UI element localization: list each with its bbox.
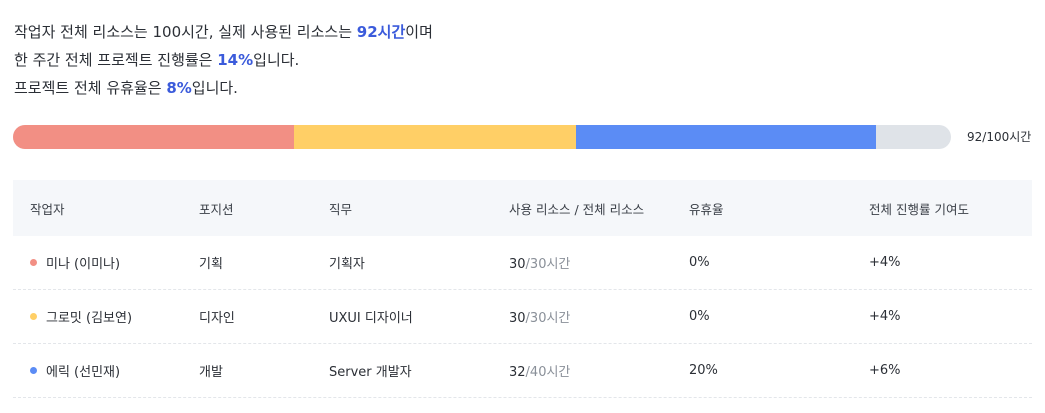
contribution-cell: +6% [869, 363, 901, 378]
resource-total: /40시간 [525, 365, 571, 380]
resource-usage-bar [13, 125, 951, 149]
resource-bar-segment [575, 125, 876, 149]
job-cell: UXUI 디자이너 [329, 311, 413, 326]
position-cell: 기획 [199, 257, 223, 272]
worker-name: 에릭 (선민재) [46, 365, 121, 380]
summary-line-2: 한 주간 전체 프로젝트 진행률은 14%입니다. [14, 46, 433, 74]
resource-used: 30 [509, 311, 526, 326]
resource-cell: 30/30시간 [509, 253, 689, 272]
idle-rate-highlight: 8% [166, 79, 192, 97]
table-body: 미나 (이미나) 기획 기획자 30/30시간 0% +4% 그로밋 (김보연) 디자인 UXU… [13, 236, 1032, 398]
header-position: 포지션 [199, 201, 234, 217]
position-cell: 디자인 [199, 311, 235, 326]
resource-bar-segment [294, 125, 576, 149]
resource-bar-segment [13, 125, 295, 149]
resource-total: /30시간 [525, 311, 571, 326]
worker-name: 그로밋 (김보연) [46, 311, 133, 326]
contribution-cell: +4% [869, 255, 901, 270]
summary-line-2-prefix: 한 주간 전체 프로젝트 진행률은 [14, 51, 218, 69]
header-idle-rate: 유휴율 [689, 201, 724, 217]
resource-cell: 32/40시간 [509, 361, 689, 380]
worker-name: 미나 (이미나) [46, 257, 121, 272]
table-row[interactable]: 그로밋 (김보연) 디자인 UXUI 디자이너 30/30시간 0% +4% [13, 290, 1032, 344]
summary-line-1-prefix: 작업자 전체 리소스는 100시간, 실제 사용된 리소스는 [14, 23, 357, 41]
table-header-row: 작업자 포지션 직무 사용 리소스 / 전체 리소스 유휴율 전체 진행률 기여… [13, 180, 1032, 236]
idle-rate-cell: 0% [689, 309, 710, 324]
summary-text: 작업자 전체 리소스는 100시간, 실제 사용된 리소스는 92시간이며 한 … [14, 18, 433, 102]
resource-total: /30시간 [525, 257, 571, 272]
progress-highlight: 14% [217, 51, 254, 69]
worker-cell: 미나 (이미나) [13, 253, 199, 272]
resource-used: 32 [509, 365, 526, 380]
table-row[interactable]: 에릭 (선민재) 개발 Server 개발자 32/40시간 20% +6% [13, 344, 1032, 398]
job-cell: Server 개발자 [329, 365, 412, 380]
contribution-cell: +4% [869, 309, 901, 324]
worker-color-dot [30, 313, 37, 320]
job-cell: 기획자 [329, 257, 365, 272]
summary-line-3: 프로젝트 전체 유휴율은 8%입니다. [14, 74, 433, 102]
summary-line-3-suffix: 입니다. [191, 79, 238, 97]
idle-rate-cell: 0% [689, 255, 710, 270]
worker-cell: 에릭 (선민재) [13, 361, 199, 380]
resource-cell: 30/30시간 [509, 307, 689, 326]
resource-usage-label: 92/100시간 [967, 128, 1031, 145]
used-hours-highlight: 92시간 [356, 23, 406, 41]
summary-line-2-suffix: 입니다. [253, 51, 300, 69]
summary-line-1: 작업자 전체 리소스는 100시간, 실제 사용된 리소스는 92시간이며 [14, 18, 433, 46]
table-row[interactable]: 미나 (이미나) 기획 기획자 30/30시간 0% +4% [13, 236, 1032, 290]
resource-total-value: /100시간 [982, 130, 1032, 144]
header-worker: 작업자 [30, 201, 65, 217]
header-contribution: 전체 진행률 기여도 [869, 201, 969, 217]
resource-used: 30 [509, 257, 526, 272]
summary-line-1-suffix: 이며 [405, 23, 433, 41]
worker-color-dot [30, 259, 37, 266]
resource-used-value: 92 [967, 130, 983, 144]
header-resource: 사용 리소스 / 전체 리소스 [509, 201, 645, 217]
summary-line-3-prefix: 프로젝트 전체 유휴율은 [14, 79, 167, 97]
header-job: 직무 [329, 201, 353, 217]
worker-table: 작업자 포지션 직무 사용 리소스 / 전체 리소스 유휴율 전체 진행률 기여… [13, 180, 1032, 398]
position-cell: 개발 [199, 365, 223, 380]
worker-color-dot [30, 367, 37, 374]
worker-cell: 그로밋 (김보연) [13, 307, 199, 326]
idle-rate-cell: 20% [689, 363, 718, 378]
